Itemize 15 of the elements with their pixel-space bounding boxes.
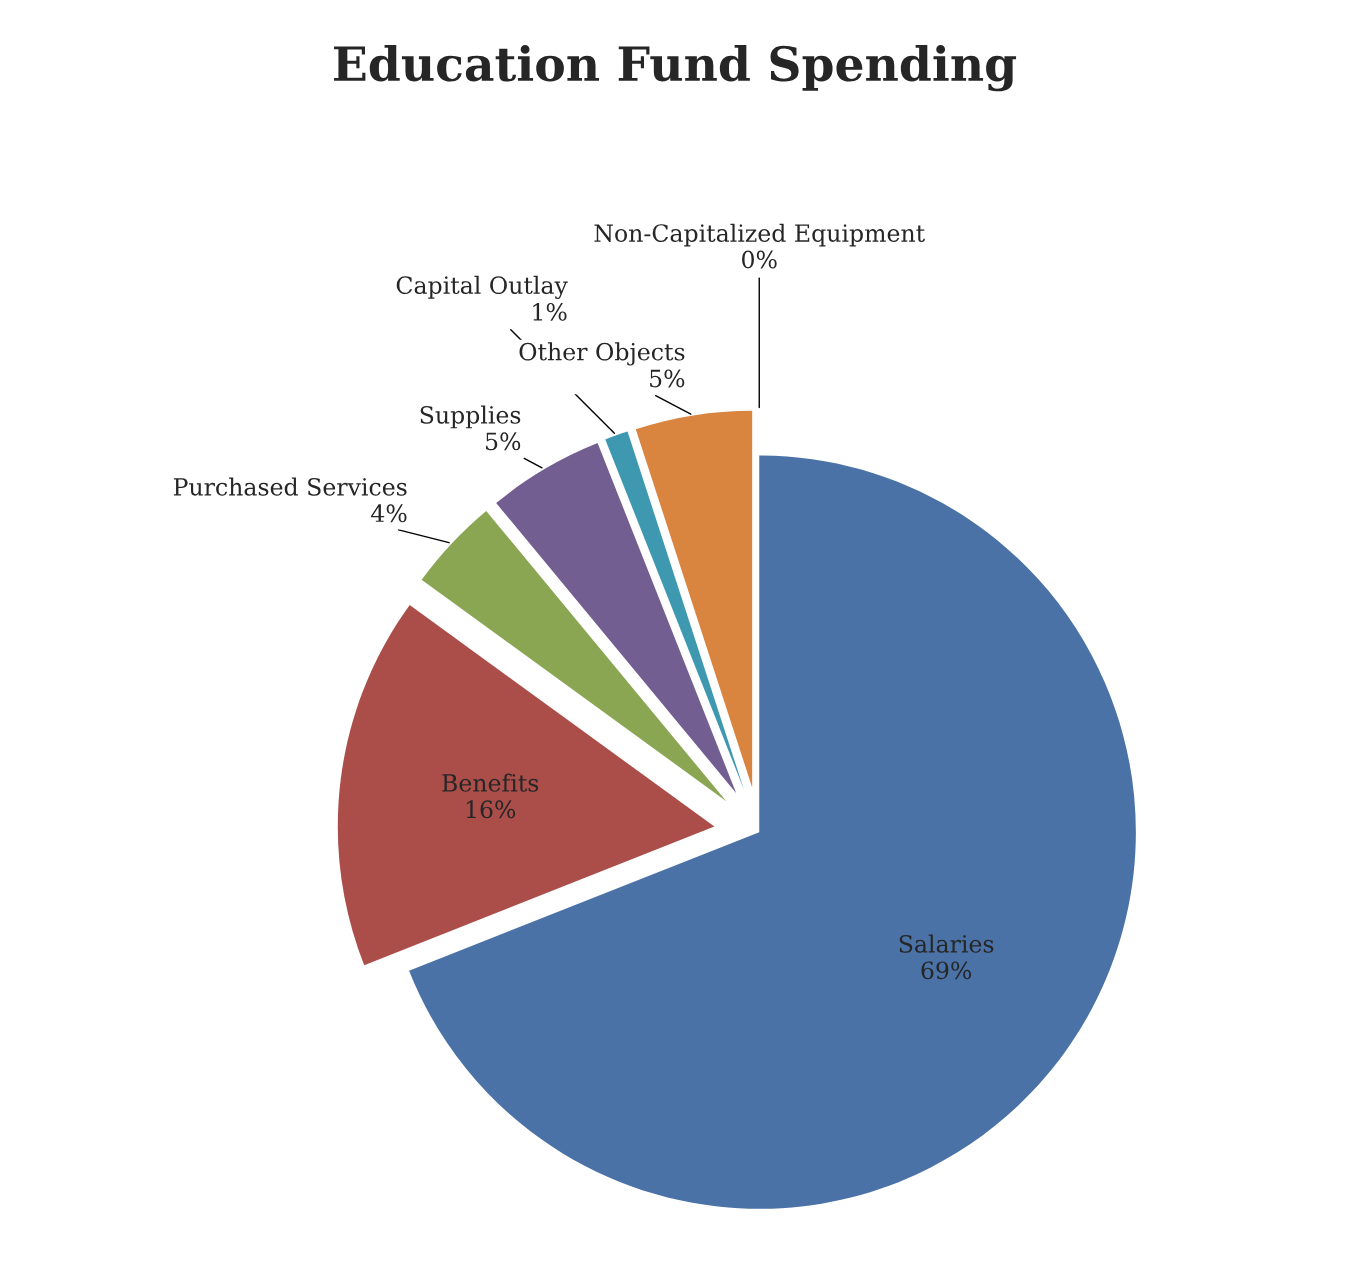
category-label: Non-Capitalized Equipment [594, 223, 925, 247]
text: 0% [742, 250, 777, 269]
data-label: 5% [486, 432, 521, 451]
data-label: 16% [466, 800, 516, 819]
slice-label: Salaries [899, 934, 994, 953]
chart-title: Education Fund Spending [334, 44, 1017, 92]
slice-label: Purchased Services [173, 477, 407, 496]
slice-label: Supplies [420, 405, 521, 429]
data-label: 4% [371, 504, 407, 523]
data-label: 5% [650, 369, 685, 388]
data-label: 1% [533, 302, 567, 321]
slice-label: Benefits [442, 773, 539, 792]
data-label: 69% [921, 961, 972, 980]
slice-label: Other Objects [519, 342, 685, 366]
slice-label: Capital Outlay [396, 275, 568, 299]
